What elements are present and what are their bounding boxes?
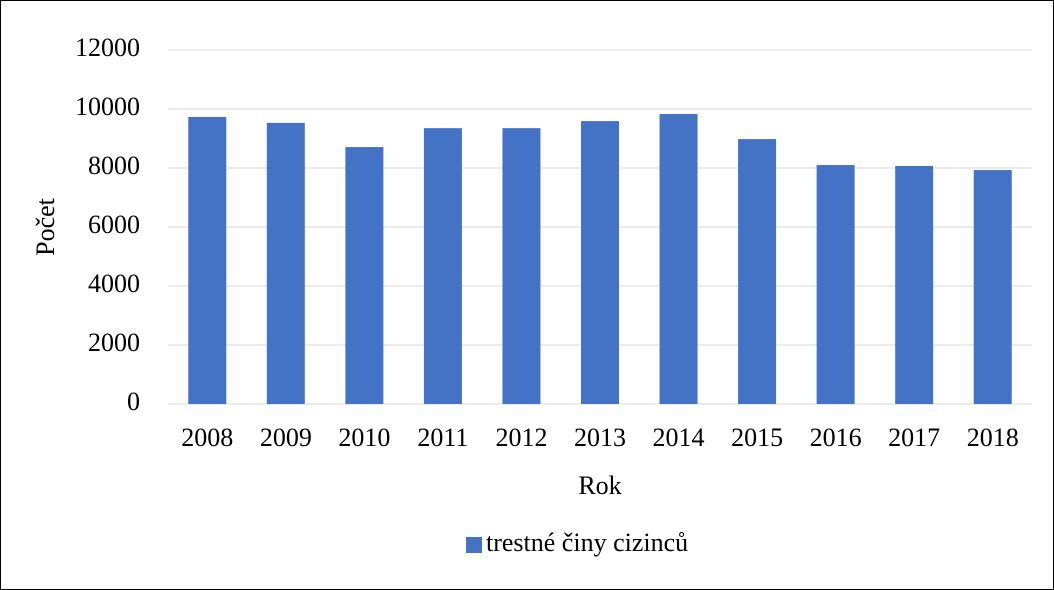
- bar: [738, 139, 777, 404]
- bar: [816, 165, 855, 404]
- x-tick-label: 2012: [495, 423, 547, 452]
- x-tick-label: 2009: [260, 423, 312, 452]
- x-tick-label: 2011: [417, 423, 468, 452]
- x-tick-label: 2018: [967, 423, 1019, 452]
- x-axis-label: Rok: [578, 471, 621, 500]
- y-tick-label: 12000: [75, 33, 140, 62]
- bar: [423, 128, 462, 405]
- bar: [581, 121, 619, 404]
- x-tick-label: 2017: [888, 423, 940, 452]
- x-tick-label: 2014: [653, 423, 705, 452]
- y-tick-label: 2000: [88, 328, 140, 357]
- x-tick-label: 2016: [810, 423, 862, 452]
- bar: [502, 128, 541, 405]
- legend-swatch: [466, 537, 482, 553]
- bar: [188, 116, 227, 404]
- bar: [266, 122, 305, 405]
- bar: [895, 165, 934, 404]
- bar: [345, 147, 384, 404]
- legend-label: trestné činy cizinců: [486, 528, 688, 557]
- y-tick-label: 8000: [88, 151, 140, 180]
- y-tick-label: 10000: [75, 92, 140, 121]
- y-tick-label: 0: [127, 387, 140, 416]
- x-tick-label: 2015: [731, 423, 783, 452]
- x-tick-label: 2013: [574, 423, 626, 452]
- bar: [973, 170, 1012, 404]
- y-tick-label: 6000: [88, 210, 140, 239]
- x-tick-label: 2010: [338, 423, 390, 452]
- bar: [659, 114, 698, 404]
- y-tick-label: 4000: [88, 269, 140, 298]
- y-axis-label: Počet: [31, 197, 60, 256]
- x-tick-label: 2008: [181, 423, 233, 452]
